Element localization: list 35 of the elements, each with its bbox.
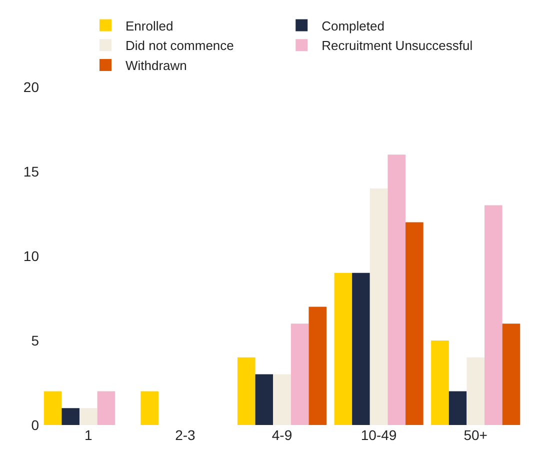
- bar: [290, 324, 309, 425]
- bar: [502, 324, 520, 425]
- legend-label: Enrolled: [126, 18, 174, 34]
- bar: [79, 408, 98, 425]
- bar: [308, 306, 327, 425]
- bar: [44, 391, 62, 425]
- x-tick-label: 10-49: [360, 427, 397, 443]
- bar: [334, 272, 352, 425]
- bar: [388, 154, 406, 425]
- legend-label: Did not commence: [126, 38, 234, 54]
- y-tick-label: 20: [23, 78, 40, 95]
- bar: [431, 340, 449, 425]
- x-tick-label: 2-3: [175, 427, 196, 443]
- bar: [97, 391, 116, 425]
- bar: [237, 357, 256, 425]
- legend-label: Withdrawn: [126, 58, 187, 74]
- bar: [466, 357, 485, 425]
- bar: [255, 374, 274, 425]
- bar: [406, 222, 424, 425]
- bar: [352, 272, 370, 425]
- x-tick-label: 1: [84, 427, 92, 443]
- y-tick-label: 5: [31, 332, 40, 348]
- bar: [273, 374, 291, 425]
- x-tick-label: 4-9: [272, 427, 292, 443]
- legend-label: Completed: [322, 18, 384, 34]
- y-tick-label: 10: [23, 248, 40, 264]
- bar: [140, 391, 158, 425]
- bar: [448, 391, 467, 425]
- bar: [370, 188, 388, 425]
- bar: [62, 408, 80, 425]
- legend-label: Recruitment Unsuccessful: [322, 38, 473, 54]
- y-tick-label: 0: [31, 416, 40, 433]
- bar: [484, 205, 502, 425]
- y-tick-label: 15: [23, 163, 40, 180]
- x-tick-label: 50+: [464, 427, 488, 443]
